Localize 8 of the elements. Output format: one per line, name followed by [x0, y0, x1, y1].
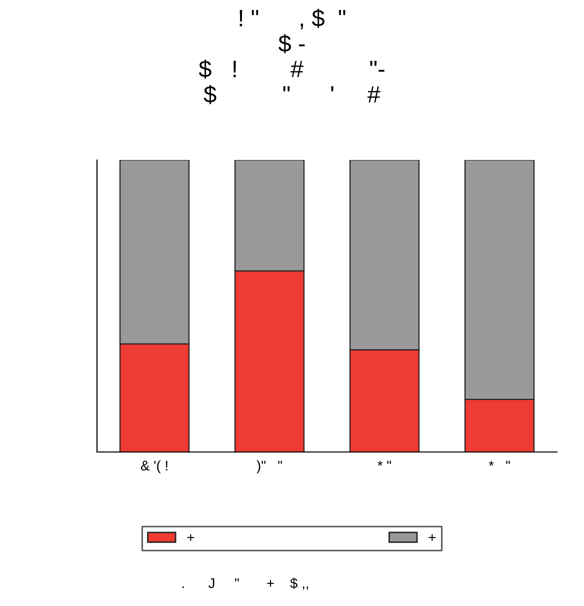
- text: . J " + $ ,,: [182, 578, 308, 590]
- x-tick-label: * ": [488, 460, 510, 466]
- x-tick-label: & '( !: [140, 460, 168, 474]
- x-tick-label: * ": [378, 460, 392, 466]
- x-tick-label: )" ": [256, 460, 282, 474]
- legend-label: +: [428, 534, 436, 541]
- chart-title: ! " , $ " $ - $ ! # "- $ " ' #: [198, 8, 384, 104]
- legend-label: +: [187, 534, 194, 541]
